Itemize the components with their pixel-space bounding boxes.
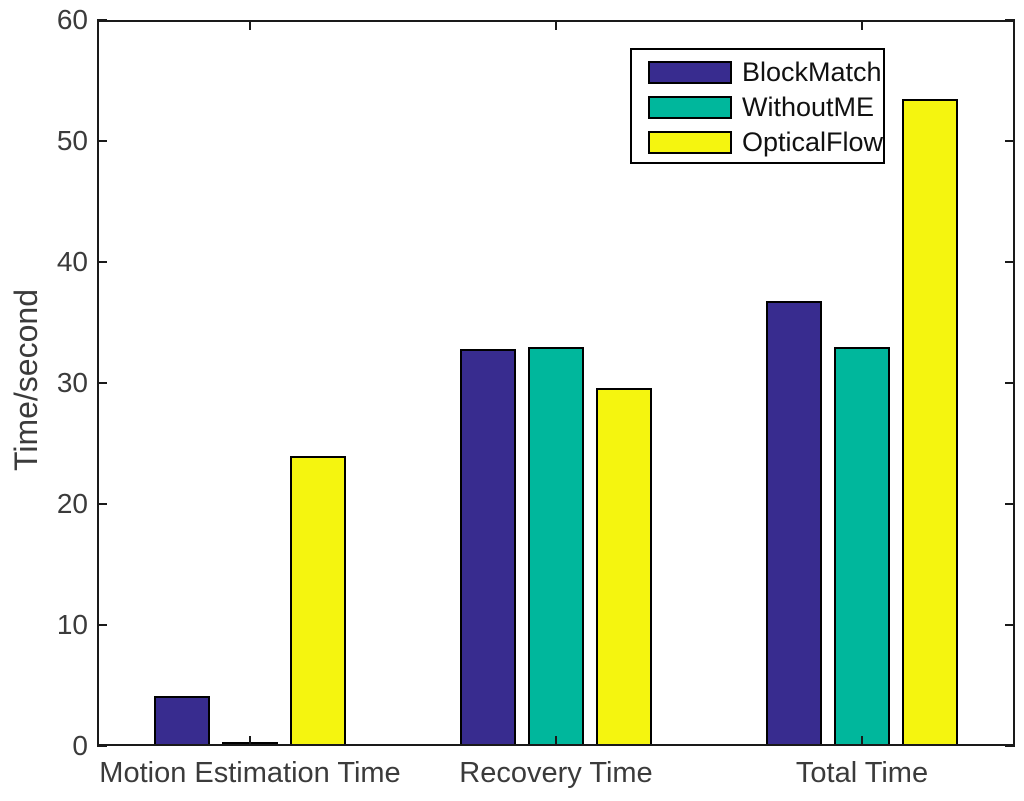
bar-withoutme <box>528 346 584 746</box>
legend-item-blockmatch: BlockMatch <box>648 57 883 87</box>
bar-blockmatch <box>460 349 516 746</box>
legend: BlockMatch WithoutME OpticalFlow <box>630 48 885 164</box>
x-tick-label: Motion Estimation Time <box>99 757 401 789</box>
bar-withoutme <box>834 346 890 746</box>
y-tick-label: 60 <box>56 4 88 35</box>
y-tick <box>1005 19 1015 21</box>
plot-area <box>97 19 1015 747</box>
y-tick <box>1005 624 1015 626</box>
legend-label-opticalflow: OpticalFlow <box>742 127 884 157</box>
y-tick <box>1005 503 1015 505</box>
legend-item-withoutme: WithoutME <box>648 92 883 122</box>
x-tick <box>555 736 557 746</box>
y-tick-label: 30 <box>56 367 88 398</box>
x-tick <box>555 20 557 30</box>
x-tick <box>861 20 863 30</box>
bar-opticalflow <box>596 387 652 746</box>
y-tick-label: 10 <box>56 609 88 640</box>
x-tick-label: Total Time <box>795 757 929 789</box>
bar-opticalflow <box>902 98 958 746</box>
legend-item-opticalflow: OpticalFlow <box>648 127 884 157</box>
bar-blockmatch <box>154 696 210 746</box>
y-tick <box>97 382 107 384</box>
y-tick-label: 0 <box>72 730 88 761</box>
y-tick <box>97 19 107 21</box>
legend-label-withoutme: WithoutME <box>742 92 875 122</box>
x-tick <box>861 736 863 746</box>
x-tick <box>249 736 251 746</box>
x-tick <box>249 20 251 30</box>
y-tick <box>97 261 107 263</box>
y-tick <box>1005 140 1015 142</box>
y-tick <box>97 745 107 747</box>
legend-swatch-blockmatch <box>648 61 732 84</box>
y-tick <box>1005 382 1015 384</box>
legend-label-blockmatch: BlockMatch <box>742 57 882 87</box>
legend-swatch-withoutme <box>648 96 732 119</box>
y-tick <box>97 503 107 505</box>
y-tick <box>1005 745 1015 747</box>
x-tick-label: Recovery Time <box>459 757 653 789</box>
bar-opticalflow <box>290 455 346 746</box>
y-tick-label: 50 <box>56 125 88 156</box>
y-tick <box>97 140 107 142</box>
y-tick <box>1005 261 1015 263</box>
y-tick-label: 40 <box>56 246 88 277</box>
y-tick <box>97 624 107 626</box>
legend-swatch-opticalflow <box>648 131 732 154</box>
bar-blockmatch <box>766 300 822 746</box>
y-tick-label: 20 <box>56 488 88 519</box>
